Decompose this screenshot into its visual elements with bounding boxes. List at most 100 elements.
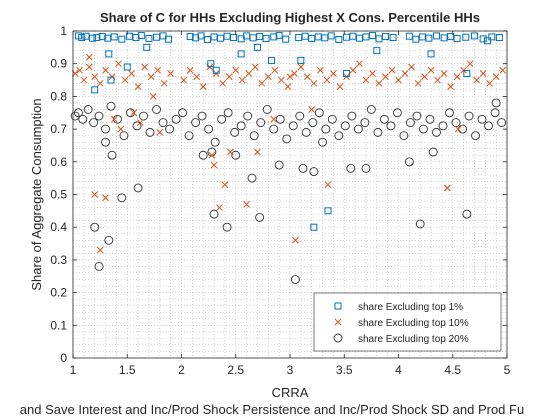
point-top-1 [262,35,270,43]
point-top-20 [209,209,219,219]
point-top-10-stroke-b [362,76,370,84]
point-top-10 [304,73,311,81]
point-top-20 [298,163,308,173]
point-top-1 [82,32,90,40]
point-top-1 [107,76,115,84]
point-top-20 [107,150,117,160]
point-top-10-stroke-b [336,83,344,90]
point-top-20 [405,118,415,128]
point-top-10-stroke-b [110,115,118,123]
point-top-20 [230,127,240,137]
point-top-10 [115,60,122,68]
point-top-20 [90,222,100,232]
point-top-1 [249,34,257,42]
point-top-10-stroke-b [286,73,294,81]
y-tick-label: 0.1 [50,318,67,332]
point-top-10 [414,79,422,87]
y-tick-label: 0.5 [50,188,67,202]
legend-label-top-1: share Excluding top 1% [358,302,463,313]
point-top-10 [479,70,487,77]
point-top-10-stroke-b [243,200,250,208]
point-top-10 [243,200,250,208]
point-top-10-stroke-b [193,73,201,81]
point-top-10 [130,109,138,117]
point-top-10-stroke-b [408,63,415,71]
chart-title: Share of C for HHs Excluding Highest X C… [100,10,480,25]
point-top-20 [247,173,257,183]
point-top-10-stroke-b [277,76,285,84]
point-top-10-stroke-b [115,60,122,68]
point-top-10 [324,181,332,189]
point-top-10-stroke-b [486,79,493,87]
y-tick-label: 0 [60,351,67,365]
point-top-1 [145,35,153,43]
point-top-10-stroke-b [147,73,155,81]
point-top-10 [310,79,318,87]
point-top-10-stroke-b [264,73,272,81]
point-top-10 [199,83,207,90]
point-top-20 [462,209,472,219]
point-top-20 [314,108,324,118]
point-top-1 [335,36,343,44]
point-top-10-stroke-b [199,83,207,90]
point-top-20 [301,127,311,137]
point-top-10-stroke-b [149,93,157,100]
point-top-10-stroke-b [102,66,109,74]
point-top-1 [153,33,161,41]
point-top-10 [434,76,441,84]
point-top-10 [160,79,168,87]
point-top-1 [93,34,101,42]
point-top-20 [386,121,396,131]
legend-label-top-10: share Excluding top 10% [358,318,469,329]
point-top-10-stroke-b [473,76,480,84]
x-tick-label: 2 [178,363,185,377]
x-axis-label: CRRA [272,385,309,400]
point-top-10 [369,70,376,77]
x-tick-label: 5 [504,363,511,377]
point-top-20 [249,131,259,141]
point-top-10 [141,63,148,71]
point-top-10 [362,76,370,84]
point-top-10 [284,83,292,90]
point-top-10-stroke-b [258,79,266,87]
point-top-20 [412,111,422,121]
point-top-20 [497,118,507,128]
point-top-20 [438,121,448,131]
point-top-20 [207,147,217,157]
point-top-10 [466,60,474,68]
point-top-20 [191,118,201,128]
point-top-10 [382,73,389,81]
point-top-10 [238,76,246,84]
point-top-1 [230,34,238,42]
point-top-10 [147,73,155,81]
point-top-10-stroke-b [466,60,474,68]
point-top-1 [327,32,335,40]
y-tick-label: 0.6 [50,155,67,169]
point-top-1 [164,35,172,43]
point-top-10-stroke-b [317,66,324,74]
point-top-1 [308,35,316,43]
point-top-10 [292,236,299,244]
point-top-1 [314,33,322,41]
point-top-20 [73,108,83,118]
point-top-1 [110,33,118,41]
point-top-20 [464,111,474,121]
point-top-20 [210,137,220,147]
point-top-20 [428,147,438,157]
point-top-1 [447,33,455,41]
point-top-10-stroke-b [210,161,218,169]
point-top-10 [102,66,109,74]
point-top-10-stroke-b [454,125,462,133]
point-top-10 [264,73,272,81]
point-top-20 [222,222,232,232]
legend-markers [333,302,343,343]
point-top-10-stroke-b [85,53,93,61]
point-top-20 [223,108,233,118]
point-top-10-stroke-b [375,79,383,87]
point-top-1 [362,33,370,41]
x-tick-label: 3.5 [336,363,353,377]
point-top-20 [231,150,241,160]
point-top-10 [210,161,218,169]
point-top-10-stroke-b [96,246,104,254]
x-tick-label: 3 [287,363,294,377]
